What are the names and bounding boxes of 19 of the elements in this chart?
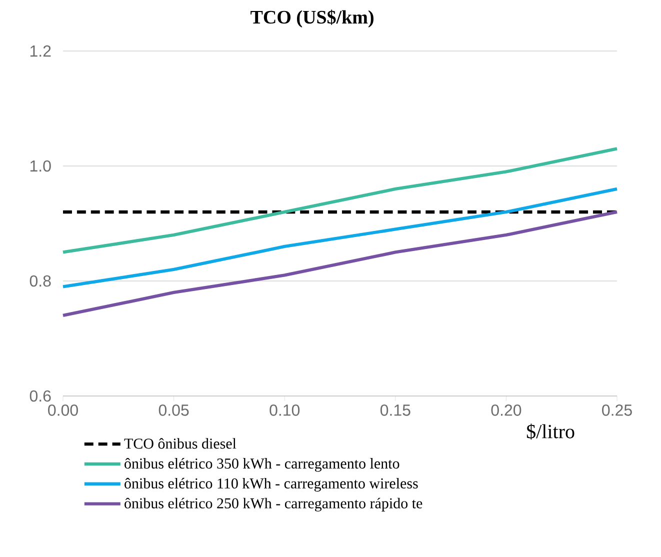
legend-label: ônibus elétrico 110 kWh - carregamento wireless: [124, 478, 418, 492]
legend-label: ônibus elétrico 350 kWh - carregamento lento: [124, 458, 400, 472]
x-tick-label: 0.25: [602, 404, 632, 416]
x-tick-label: 0.15: [380, 404, 410, 416]
x-tick-label: 0.20: [491, 404, 522, 416]
x-tick-label: 0.10: [270, 404, 300, 416]
y-tick-label: 0.6: [30, 390, 51, 402]
line-series: [61, 187, 619, 288]
line-series: [61, 210, 619, 318]
y-tick-label: 1.0: [30, 160, 51, 172]
y-tick-label: 1.2: [30, 45, 51, 57]
x-axis-title: $/litro: [526, 424, 574, 440]
y-tick-label: 0.8: [30, 275, 51, 287]
x-tick-label: 0.05: [158, 404, 189, 416]
legend-label: ônibus elétrico 250 kWh - carregamento rápido te: [124, 498, 422, 512]
line-series: [61, 147, 619, 254]
chart-title: TCO (US$/km): [250, 10, 374, 28]
legend-label: TCO ônibus diesel: [124, 438, 236, 449]
x-tick-label: 0.00: [48, 404, 78, 416]
